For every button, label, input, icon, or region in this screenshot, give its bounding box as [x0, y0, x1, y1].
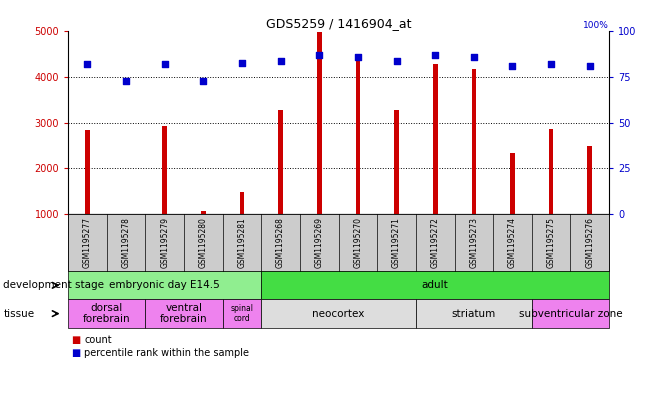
Text: GSM1195269: GSM1195269 — [315, 217, 324, 268]
Text: GSM1195273: GSM1195273 — [469, 217, 478, 268]
Title: GDS5259 / 1416904_at: GDS5259 / 1416904_at — [266, 17, 411, 30]
Text: GSM1195272: GSM1195272 — [431, 217, 440, 268]
Bar — [240, 192, 244, 214]
Bar — [201, 211, 205, 214]
Bar — [85, 130, 89, 214]
Text: neocortex: neocortex — [312, 309, 365, 319]
Bar — [356, 55, 360, 214]
Point — [469, 54, 479, 60]
Text: adult: adult — [422, 280, 448, 290]
Point — [314, 52, 325, 58]
Bar — [549, 129, 553, 214]
Point — [546, 61, 557, 68]
Text: GSM1195276: GSM1195276 — [585, 217, 594, 268]
Text: GSM1195281: GSM1195281 — [237, 217, 246, 268]
Text: GSM1195278: GSM1195278 — [122, 217, 130, 268]
Bar — [510, 153, 515, 214]
Point — [275, 57, 286, 64]
Text: subventricular zone: subventricular zone — [518, 309, 622, 319]
Bar — [317, 32, 321, 214]
Point — [353, 54, 363, 60]
Bar — [278, 110, 283, 214]
Bar — [472, 69, 476, 214]
Point — [237, 59, 247, 66]
Point — [507, 63, 518, 69]
Text: striatum: striatum — [452, 309, 496, 319]
Point — [121, 78, 131, 84]
Point — [391, 57, 402, 64]
Bar — [433, 64, 437, 214]
Text: percentile rank within the sample: percentile rank within the sample — [84, 348, 249, 358]
Text: GSM1195275: GSM1195275 — [547, 217, 555, 268]
Point — [430, 52, 441, 58]
Point — [198, 78, 209, 84]
Text: dorsal
forebrain: dorsal forebrain — [83, 303, 130, 324]
Text: GSM1195279: GSM1195279 — [160, 217, 169, 268]
Text: ■: ■ — [71, 348, 80, 358]
Point — [159, 61, 170, 68]
Bar — [394, 110, 399, 214]
Text: GSM1195274: GSM1195274 — [508, 217, 517, 268]
Text: development stage: development stage — [3, 280, 104, 290]
Text: ■: ■ — [71, 334, 80, 345]
Text: GSM1195271: GSM1195271 — [392, 217, 401, 268]
Text: embryonic day E14.5: embryonic day E14.5 — [110, 280, 220, 290]
Point — [82, 61, 93, 68]
Text: count: count — [84, 334, 112, 345]
Bar — [588, 146, 592, 214]
Text: tissue: tissue — [3, 309, 34, 319]
Bar — [163, 127, 167, 214]
Text: spinal
cord: spinal cord — [231, 304, 253, 323]
Text: GSM1195280: GSM1195280 — [199, 217, 208, 268]
Text: GSM1195277: GSM1195277 — [83, 217, 92, 268]
Point — [584, 63, 595, 69]
Text: GSM1195270: GSM1195270 — [353, 217, 362, 268]
Text: ventral
forebrain: ventral forebrain — [160, 303, 208, 324]
Text: GSM1195268: GSM1195268 — [276, 217, 285, 268]
Text: 100%: 100% — [583, 20, 609, 29]
